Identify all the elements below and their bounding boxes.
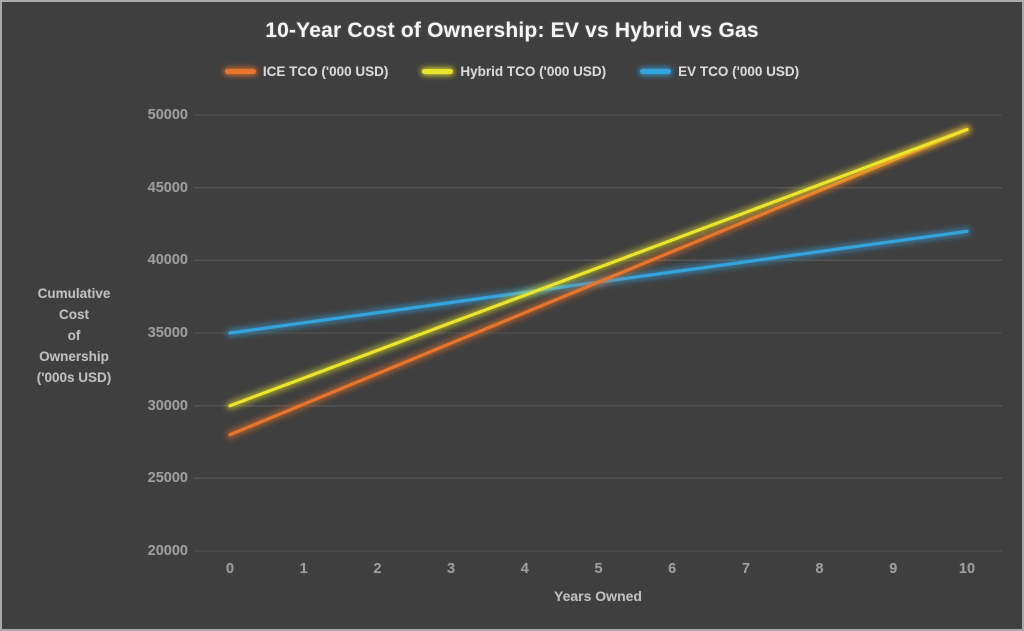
legend-item-ev: EV TCO ('000 USD) [640, 64, 799, 79]
legend: ICE TCO ('000 USD) Hybrid TCO ('000 USD)… [2, 64, 1022, 79]
legend-swatch-hybrid-icon [422, 69, 454, 74]
x-tick-label: 6 [668, 561, 677, 577]
gridlines [194, 114, 1002, 552]
y-tick-label: 30000 [147, 397, 188, 414]
series-line [228, 127, 969, 408]
legend-item-ice: ICE TCO ('000 USD) [224, 64, 389, 79]
x-tick-label: 7 [741, 561, 750, 577]
x-tick-label: 0 [225, 561, 235, 577]
x-axis-title: Years Owned [554, 588, 642, 604]
series-lines [226, 125, 971, 439]
series-line [228, 127, 969, 437]
x-tick-label: 3 [447, 561, 456, 577]
y-tick-label: 20000 [147, 543, 188, 559]
y-tick-label: 45000 [147, 179, 188, 196]
x-tick-label: 9 [889, 561, 898, 577]
x-tick-label: 8 [815, 561, 824, 577]
y-axis-title: Cumulative Cost of Ownership ('000s USD) [36, 286, 112, 385]
legend-swatch-ev-icon [640, 69, 672, 74]
chart-title: 10-Year Cost of Ownership: EV vs Hybrid … [265, 19, 759, 42]
x-tick-label: 5 [594, 561, 603, 577]
x-tick-label: 4 [520, 561, 529, 577]
legend-label-ev: EV TCO ('000 USD) [678, 64, 800, 79]
y-tick-label: 35000 [147, 325, 188, 341]
legend-item-hybrid: Hybrid TCO ('000 USD) [422, 64, 606, 79]
x-tick-label: 2 [373, 561, 382, 577]
y-tick-label: 50000 [147, 107, 188, 123]
x-tick-label: 1 [299, 561, 308, 577]
y-tick-label: 25000 [147, 470, 188, 487]
legend-label-ice: ICE TCO ('000 USD) [262, 64, 389, 79]
x-tick-label: 10 [958, 561, 976, 577]
legend-swatch-ice-icon [224, 69, 256, 74]
legend-label-hybrid: Hybrid TCO ('000 USD) [460, 64, 607, 79]
y-tick-label: 40000 [147, 252, 188, 269]
